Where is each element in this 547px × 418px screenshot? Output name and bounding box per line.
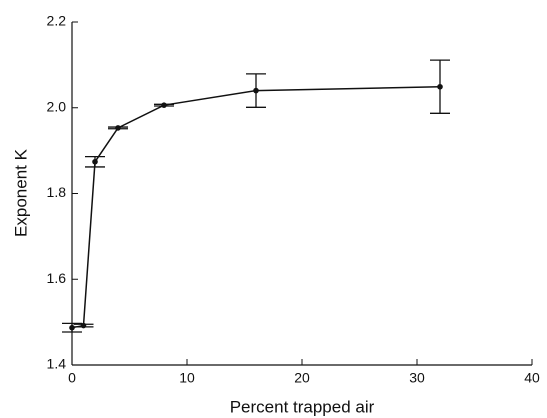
x-tick-label: 20 <box>294 370 310 386</box>
data-point <box>115 125 121 131</box>
x-tick-label: 30 <box>409 370 425 386</box>
data-point <box>161 102 167 108</box>
data-point <box>253 87 259 94</box>
x-tick-label: 40 <box>524 370 540 386</box>
x-tick-label: 10 <box>179 370 195 386</box>
y-tick-label: 1.6 <box>47 270 67 286</box>
y-axis-title: Exponent K <box>11 148 30 237</box>
y-tick-label: 1.8 <box>47 184 67 200</box>
y-tick-label: 1.4 <box>47 356 67 372</box>
data-point <box>437 83 443 90</box>
data-point <box>80 322 87 329</box>
x-axis-title: Percent trapped air <box>230 397 375 416</box>
y-tick-label: 2.2 <box>47 13 67 29</box>
data-line <box>71 85 441 329</box>
x-tick-label: 0 <box>68 370 76 386</box>
data-point <box>69 324 75 331</box>
y-tick-label: 2.0 <box>47 98 67 114</box>
data-point <box>92 158 98 165</box>
